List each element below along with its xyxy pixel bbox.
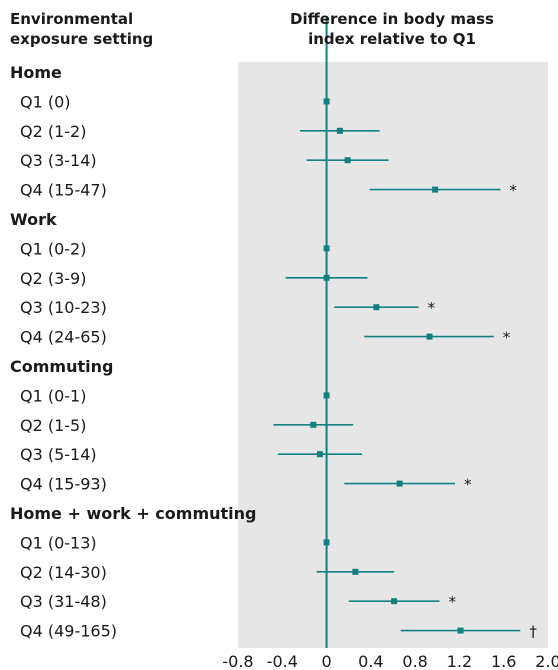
plot-panel: [238, 62, 548, 648]
row-label: Q3 (31-48): [20, 592, 107, 611]
group-label: Commuting: [10, 357, 113, 376]
x-tick-label: 2.0: [535, 652, 558, 670]
x-tick-label: 1.6: [491, 652, 516, 670]
point-estimate: [426, 333, 433, 340]
point-estimate: [310, 421, 317, 428]
significance-mark: *: [509, 182, 517, 200]
significance-mark: *: [503, 329, 511, 347]
group-label: Home: [10, 63, 62, 82]
row-label: Q2 (3-9): [20, 269, 86, 288]
row-label: Q4 (15-47): [20, 181, 107, 200]
row-label: Q1 (0-1): [20, 386, 86, 405]
point-estimate: [316, 451, 323, 458]
row-label: Q1 (0): [20, 92, 71, 111]
row-label: Q3 (5-14): [20, 445, 97, 464]
right-header-line2: index relative to Q1: [308, 30, 476, 48]
significance-mark: *: [464, 476, 472, 494]
x-tick-label: 0: [321, 652, 331, 670]
row-label: Q4 (15-93): [20, 475, 107, 494]
row-label: Q1 (0-2): [20, 239, 86, 258]
x-tick-label: 0.8: [402, 652, 427, 670]
row-label: Q4 (24-65): [20, 328, 107, 347]
point-estimate: [391, 598, 398, 605]
group-label: Work: [10, 210, 57, 229]
row-label: Q4 (49-165): [20, 622, 117, 641]
row-label: Q1 (0-13): [20, 533, 97, 552]
point-estimate: [336, 127, 343, 134]
left-header-line1: Environmental: [10, 10, 133, 28]
point-estimate: [396, 480, 403, 487]
point-estimate: [352, 568, 359, 575]
significance-mark: *: [449, 593, 457, 611]
point-estimate: [373, 304, 380, 311]
x-tick-label: -0.8: [222, 652, 253, 670]
right-header-line1: Difference in body mass: [290, 10, 494, 28]
row-label: Q2 (14-30): [20, 563, 107, 582]
group-label: Home + work + commuting: [10, 504, 257, 523]
significance-mark: †: [529, 623, 537, 641]
x-tick-label: 1.2: [447, 652, 472, 670]
row-label: Q3 (10-23): [20, 298, 107, 317]
row-label: Q2 (1-5): [20, 416, 86, 435]
x-tick-label: -0.4: [267, 652, 298, 670]
significance-mark: *: [427, 299, 435, 317]
x-tick-label: 0.4: [358, 652, 383, 670]
row-label: Q2 (1-2): [20, 122, 86, 141]
row-label: Q3 (3-14): [20, 151, 97, 170]
point-estimate: [432, 186, 439, 193]
point-estimate: [457, 627, 464, 634]
point-estimate: [344, 157, 351, 164]
left-header-line2: exposure setting: [10, 30, 153, 48]
